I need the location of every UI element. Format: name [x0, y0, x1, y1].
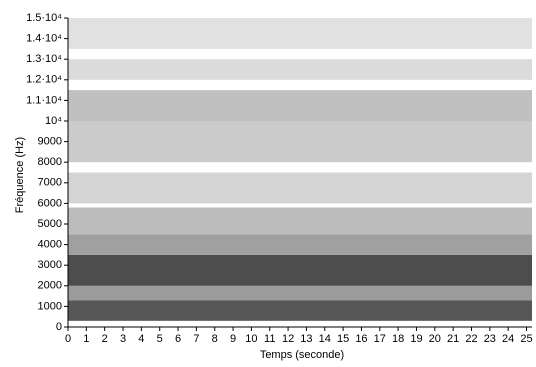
y-tick-label: 8000	[38, 156, 62, 168]
spectral-band	[68, 234, 532, 255]
y-axis-label: Fréquence (Hz)	[14, 137, 26, 213]
spectral-band	[68, 254, 532, 286]
x-tick-label: 22	[465, 333, 477, 345]
spectral-band	[68, 121, 532, 163]
y-tick-label: 2000	[38, 280, 62, 292]
y-tick-label: 1.4·10⁴	[26, 33, 62, 45]
y-tick-label: 7000	[38, 177, 62, 189]
y-tick-label: 1.5·10⁴	[26, 12, 62, 24]
x-tick-label: 20	[429, 333, 441, 345]
x-tick-label: 17	[374, 333, 386, 345]
y-tick-label: 1.3·10⁴	[26, 53, 62, 65]
y-tick-label: 6000	[38, 197, 62, 209]
spectral-band	[68, 300, 532, 321]
x-tick-label: 4	[138, 333, 144, 345]
x-tick-label: 2	[102, 333, 108, 345]
y-tick-label: 1.2·10⁴	[26, 74, 62, 86]
y-tick-label: 1000	[38, 300, 62, 312]
spectral-band	[68, 18, 532, 49]
x-tick-label: 13	[300, 333, 312, 345]
x-tick-label: 8	[212, 333, 218, 345]
y-tick-label: 0	[56, 321, 62, 333]
spectral-band	[68, 59, 532, 80]
x-axis-label: Temps (seconde)	[260, 349, 344, 361]
x-tick-label: 9	[230, 333, 236, 345]
y-tick-label: 1.1·10⁴	[26, 94, 62, 106]
x-tick-label: 16	[355, 333, 367, 345]
x-tick-label: 7	[193, 333, 199, 345]
y-tick-label: 10⁴	[45, 115, 62, 127]
x-tick-label: 21	[447, 333, 459, 345]
x-tick-label: 15	[337, 333, 349, 345]
x-tick-label: 19	[410, 333, 422, 345]
x-tick-label: 18	[392, 333, 404, 345]
spectral-band	[68, 172, 532, 204]
x-tick-label: 5	[157, 333, 163, 345]
x-tick-label: 24	[502, 333, 514, 345]
x-tick-label: 0	[65, 333, 71, 345]
x-tick-label: 14	[319, 333, 331, 345]
x-tick-label: 11	[264, 333, 275, 345]
y-tick-label: 4000	[38, 239, 62, 251]
y-tick-label: 5000	[38, 218, 62, 230]
spectral-band	[68, 90, 532, 121]
x-tick-label: 12	[282, 333, 294, 345]
x-tick-label: 10	[245, 333, 257, 345]
x-tick-label: 3	[120, 333, 126, 345]
y-tick-label: 9000	[38, 136, 62, 148]
x-tick-label: 6	[175, 333, 181, 345]
x-tick-label: 1	[83, 333, 89, 345]
x-tick-label: 23	[484, 333, 496, 345]
spectral-band	[68, 207, 532, 235]
y-tick-label: 3000	[38, 259, 62, 271]
spectral-band	[68, 285, 532, 301]
x-tick-label: 25	[520, 333, 532, 345]
